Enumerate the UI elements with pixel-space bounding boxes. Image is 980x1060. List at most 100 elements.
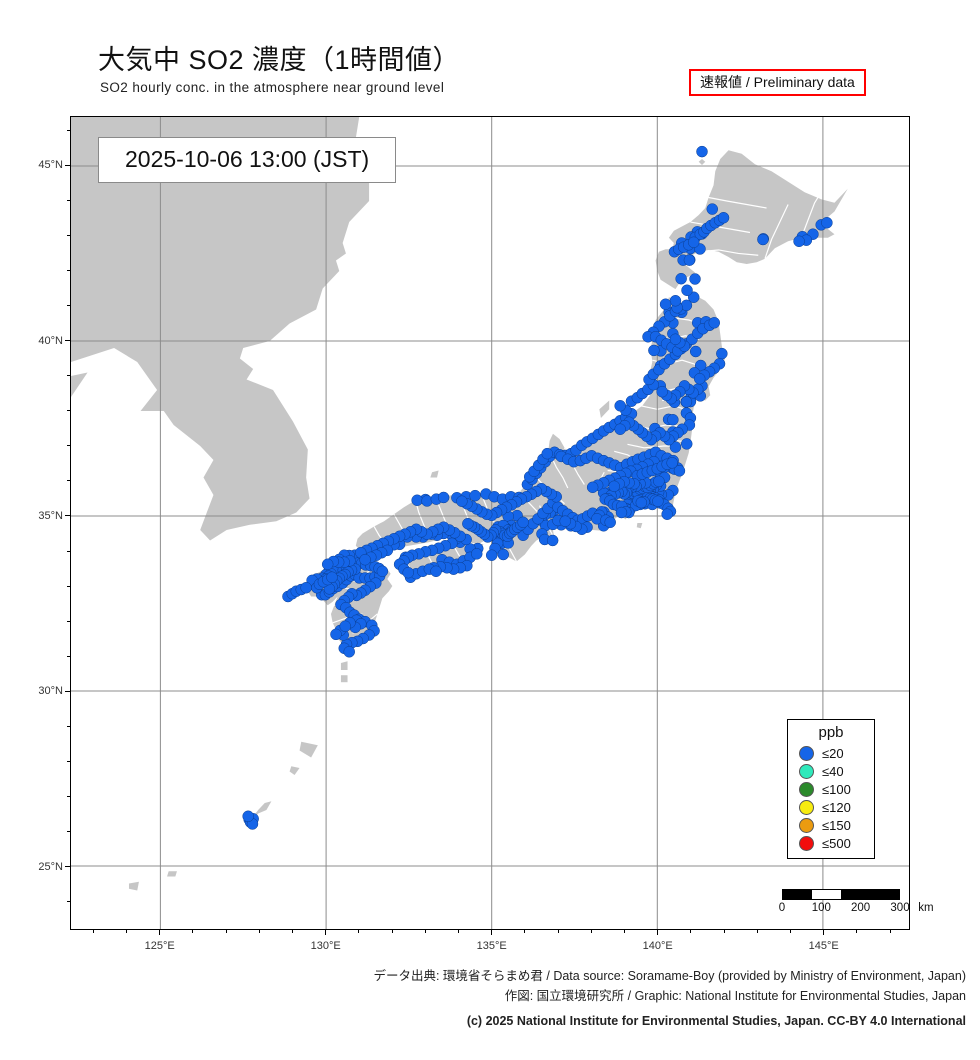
lon-tick-mark bbox=[325, 930, 327, 935]
station-point[interactable] bbox=[541, 447, 553, 460]
legend-item-3[interactable]: ≤100 bbox=[788, 780, 874, 798]
station-point[interactable] bbox=[681, 284, 693, 297]
lon-tick-mark bbox=[491, 930, 493, 935]
station-point[interactable] bbox=[673, 465, 686, 477]
station-point[interactable] bbox=[683, 254, 696, 266]
station-point[interactable] bbox=[485, 549, 498, 561]
station-point[interactable] bbox=[689, 345, 702, 358]
station-point[interactable] bbox=[693, 373, 706, 385]
preliminary-data-badge: 速報値 / Preliminary data bbox=[689, 69, 866, 96]
station-point[interactable] bbox=[462, 517, 474, 530]
station-point[interactable] bbox=[669, 441, 682, 453]
station-point[interactable] bbox=[717, 212, 730, 224]
station-point[interactable] bbox=[604, 516, 616, 529]
station-point[interactable] bbox=[667, 414, 679, 426]
station-point[interactable] bbox=[793, 235, 805, 248]
lat-minor-tick bbox=[67, 761, 70, 763]
station-point[interactable] bbox=[652, 495, 664, 507]
station-point[interactable] bbox=[497, 548, 510, 561]
legend-item-5[interactable]: ≤150 bbox=[788, 816, 874, 834]
station-point[interactable] bbox=[339, 620, 351, 632]
lat-tick-mark bbox=[65, 690, 70, 692]
station-point[interactable] bbox=[757, 233, 769, 246]
lat-tick-label-25: 25°N bbox=[38, 860, 63, 873]
oki-islands bbox=[430, 470, 439, 478]
scale-bar-label-100: 100 bbox=[811, 902, 831, 914]
lat-minor-tick bbox=[67, 831, 70, 833]
station-point[interactable] bbox=[586, 481, 599, 494]
continental-asia-land bbox=[71, 117, 370, 541]
station-point[interactable] bbox=[669, 295, 682, 307]
map-plot-area[interactable] bbox=[70, 116, 910, 930]
station-point[interactable] bbox=[437, 491, 450, 504]
station-point[interactable] bbox=[648, 344, 660, 357]
station-point[interactable] bbox=[706, 203, 719, 215]
station-point[interactable] bbox=[675, 272, 687, 285]
station-point[interactable] bbox=[680, 396, 693, 408]
station-point[interactable] bbox=[326, 571, 338, 584]
station-point[interactable] bbox=[708, 317, 721, 329]
lat-minor-tick bbox=[67, 480, 70, 482]
lon-minor-tick bbox=[789, 930, 791, 933]
lon-minor-tick bbox=[557, 930, 559, 933]
station-point[interactable] bbox=[656, 385, 668, 398]
station-point[interactable] bbox=[402, 566, 414, 579]
station-point[interactable] bbox=[546, 534, 559, 547]
legend-item-6[interactable]: ≤500 bbox=[788, 834, 874, 852]
scale-bar: 0 100 200 300 km bbox=[779, 889, 934, 918]
legend-item-label: ≤150 bbox=[822, 817, 851, 833]
station-point[interactable] bbox=[669, 333, 682, 345]
tanegashima-island bbox=[340, 661, 348, 671]
station-point[interactable] bbox=[321, 558, 334, 571]
station-point[interactable] bbox=[517, 516, 529, 529]
station-point[interactable] bbox=[689, 273, 701, 285]
station-point[interactable] bbox=[661, 508, 673, 520]
prefecture-border-38 bbox=[708, 196, 767, 209]
station-point[interactable] bbox=[687, 291, 700, 303]
station-point[interactable] bbox=[716, 347, 728, 360]
lon-minor-tick bbox=[756, 930, 758, 933]
scale-bar-unit-label: km bbox=[918, 902, 934, 914]
station-point[interactable] bbox=[653, 475, 665, 488]
station-point[interactable] bbox=[608, 480, 620, 493]
lat-minor-tick bbox=[67, 410, 70, 412]
scale-bar-segment-1 bbox=[783, 890, 812, 899]
timestamp-label: 2025-10-06 13:00 (JST) bbox=[98, 137, 397, 183]
station-point[interactable] bbox=[411, 494, 423, 506]
station-point[interactable] bbox=[456, 495, 468, 507]
lon-minor-tick bbox=[690, 930, 692, 933]
station-point[interactable] bbox=[680, 438, 693, 450]
station-point[interactable] bbox=[687, 236, 700, 249]
station-point[interactable] bbox=[300, 582, 312, 594]
legend-item-label: ≤120 bbox=[822, 799, 851, 815]
station-point[interactable] bbox=[359, 553, 371, 566]
station-point[interactable] bbox=[330, 628, 342, 641]
map-canvas bbox=[71, 117, 909, 929]
lon-minor-tick bbox=[856, 930, 858, 933]
station-point[interactable] bbox=[696, 145, 708, 158]
station-point[interactable] bbox=[430, 565, 442, 578]
page-title: 大気中 SO2 濃度（1時間値） bbox=[98, 45, 461, 75]
lat-minor-tick bbox=[67, 655, 70, 657]
station-point[interactable] bbox=[666, 457, 678, 469]
station-point[interactable] bbox=[343, 646, 355, 658]
station-point[interactable] bbox=[821, 217, 833, 229]
station-point[interactable] bbox=[635, 496, 648, 509]
station-point[interactable] bbox=[469, 489, 481, 502]
station-point[interactable] bbox=[614, 423, 626, 435]
station-point[interactable] bbox=[470, 548, 483, 560]
legend-item-1[interactable]: ≤20 bbox=[788, 744, 874, 762]
station-point[interactable] bbox=[376, 565, 389, 578]
lat-tick-label-45: 45°N bbox=[38, 159, 63, 172]
station-point[interactable] bbox=[659, 298, 672, 310]
legend-swatch-icon bbox=[799, 745, 814, 761]
legend-item-2[interactable]: ≤40 bbox=[788, 762, 874, 780]
station-point[interactable] bbox=[614, 400, 626, 412]
station-point[interactable] bbox=[559, 515, 571, 527]
lon-tick-mark bbox=[657, 930, 659, 935]
lat-minor-tick bbox=[67, 585, 70, 587]
station-point[interactable] bbox=[615, 506, 628, 519]
legend-item-4[interactable]: ≤120 bbox=[788, 798, 874, 816]
station-point[interactable] bbox=[242, 810, 254, 823]
